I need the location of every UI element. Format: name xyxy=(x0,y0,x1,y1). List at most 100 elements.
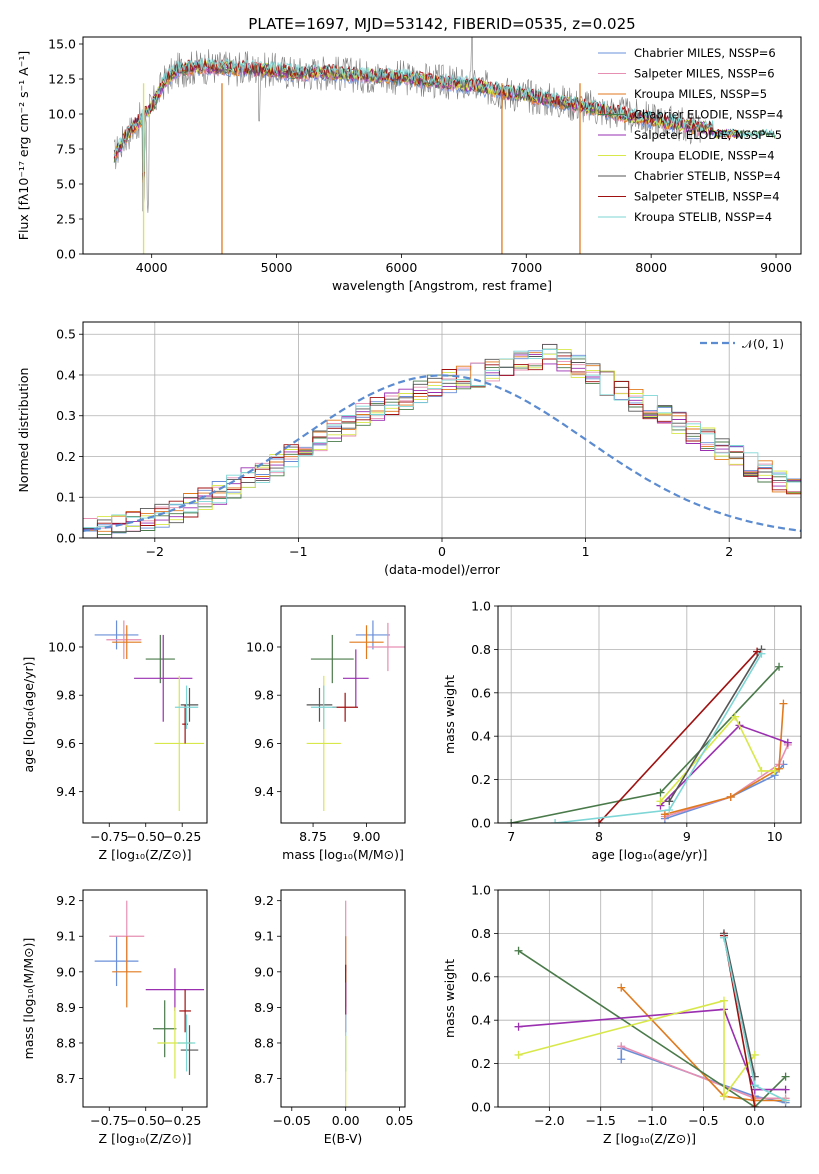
x-tick-label: 8000 xyxy=(635,260,667,275)
y-tick-label: 9.2 xyxy=(56,893,76,908)
y-tick-label: 9.0 xyxy=(254,964,274,979)
y-tick-label: 0.4 xyxy=(56,367,76,382)
plus-marker xyxy=(731,712,740,721)
y-tick-label: 9.8 xyxy=(56,688,76,703)
axes-frame xyxy=(280,889,406,1108)
plus-marker xyxy=(719,933,728,942)
legend: 𝒩(0, 1) xyxy=(700,337,784,351)
x-tick-label: −0.50 xyxy=(127,829,165,844)
plus-marker xyxy=(617,983,626,992)
y-tick-label: 9.1 xyxy=(56,929,76,944)
axes-frame xyxy=(82,605,208,824)
x-tick-label: 8.75 xyxy=(299,829,327,844)
age-vs-mass-plot-area xyxy=(306,620,405,811)
plus-marker xyxy=(757,649,766,658)
weight-line xyxy=(598,651,758,823)
y-tick-label: 7.5 xyxy=(56,142,76,157)
plus-marker xyxy=(753,647,762,656)
plus-marker xyxy=(507,819,516,823)
mass-vs-Z-axes: −0.75−0.50−0.25 8.7 8.8 8.9 9.0 9.1 9.2 Z [log₁… xyxy=(21,893,201,1146)
x-tick-label: −2.0 xyxy=(534,1113,564,1128)
y-tick-label: 0.4 xyxy=(471,729,491,744)
axes-frame xyxy=(82,36,802,255)
weight-line xyxy=(723,933,756,1077)
y-tick-label: 0.0 xyxy=(56,531,76,546)
weight-line xyxy=(620,987,786,1102)
plus-marker xyxy=(719,1092,728,1101)
mass-weight-vs-Z-axes: −2.0 −1.5 −1.0 −0.5 0.0 0.0 0.2 0.4 0.6 0.8 1.0 Z [… xyxy=(442,883,801,1146)
x-tick-label: −0.5 xyxy=(688,1113,718,1128)
x-tick-label: 1 xyxy=(582,544,590,559)
plus-marker xyxy=(617,1042,626,1051)
plus-marker xyxy=(719,996,728,1005)
legend-entry: Salpeter MILES, NSSP=6 xyxy=(634,67,775,81)
x-tick-label: −0.75 xyxy=(90,1113,128,1128)
y-tick-label: 0.4 xyxy=(471,1013,491,1028)
weight-line xyxy=(518,1008,786,1091)
axes-frame xyxy=(82,889,208,1108)
y-tick-label: 10.0 xyxy=(48,107,76,122)
x-axis-label: Z [log₁₀(Z/Z⊙)] xyxy=(603,1131,696,1146)
x-tick-label: −0.50 xyxy=(127,1113,165,1128)
x-axis-label: age [log₁₀(age/yr)] xyxy=(592,847,708,862)
residuals-plot-area xyxy=(83,343,801,538)
plus-marker xyxy=(775,764,784,773)
weight-line xyxy=(511,666,780,823)
y-tick-label: 8.9 xyxy=(56,1000,76,1015)
x-tick-label: 10 xyxy=(767,829,783,844)
x-tick-label: 9000 xyxy=(760,260,792,275)
mass-weight-vs-age-plot-area xyxy=(507,645,792,823)
plus-marker xyxy=(757,766,766,775)
x-tick-label: 6000 xyxy=(386,260,418,275)
y-tick-label: 5.0 xyxy=(56,177,76,192)
y-tick-label: 1.0 xyxy=(471,883,491,898)
weight-line xyxy=(664,703,785,816)
x-axis-label: E(B-V) xyxy=(324,1131,363,1146)
x-axis-label: wavelength [Angstrom, rest frame] xyxy=(332,278,552,293)
plus-marker xyxy=(770,766,779,775)
y-tick-label: 12.5 xyxy=(48,72,76,87)
spectrum-axes: 4000 5000 6000 7000 8000 9000 0.0 2.5 5.0 7.5 10.0… xyxy=(16,15,792,293)
weight-line xyxy=(659,715,775,802)
weight-line xyxy=(668,648,763,802)
legend-entry: Salpeter STELIB, NSSP=4 xyxy=(634,190,780,204)
x-tick-label: 7000 xyxy=(510,260,542,275)
y-tick-label: 8.9 xyxy=(254,1000,274,1015)
y-tick-label: 8.8 xyxy=(254,1035,274,1050)
x-axis-label: Z [log₁₀(Z/Z⊙)] xyxy=(99,847,192,862)
legend-entry: Kroupa STELIB, NSSP=4 xyxy=(634,210,772,224)
age-vs-Z-plot-area xyxy=(94,620,205,811)
spectrum-plot-area xyxy=(113,37,776,254)
weight-line xyxy=(518,999,756,1099)
x-tick-label: 7 xyxy=(507,829,515,844)
y-tick-label: 0.2 xyxy=(471,772,491,787)
axes-frame xyxy=(497,889,802,1108)
age-vs-mass-axes: 8.75 9.00 9.4 9.6 9.8 10.0 mass [log₁₀(M/M⊙)] xyxy=(246,639,404,862)
x-tick-label: 0 xyxy=(438,544,446,559)
plus-marker xyxy=(750,1081,759,1090)
y-axis-label: mass weight xyxy=(442,959,457,1038)
y-axis-label: mass weight xyxy=(442,675,457,754)
y-tick-label: 10.0 xyxy=(246,639,274,654)
x-tick-label: 2 xyxy=(725,544,733,559)
y-axis-label: Flux [fλ10⁻¹⁷ erg cm⁻² s⁻¹ A⁻¹] xyxy=(16,51,31,240)
y-tick-label: 9.2 xyxy=(254,893,274,908)
y-tick-label: 0.0 xyxy=(56,247,76,262)
x-tick-label: −0.25 xyxy=(163,1113,201,1128)
plus-marker xyxy=(750,1103,759,1107)
plus-marker xyxy=(656,797,665,806)
y-tick-label: 1.0 xyxy=(471,599,491,614)
y-tick-label: 8.7 xyxy=(254,1071,274,1086)
x-tick-label: 9 xyxy=(683,829,691,844)
normal-curve xyxy=(83,374,801,532)
y-tick-label: 9.1 xyxy=(254,929,274,944)
histogram-step xyxy=(83,348,801,529)
y-tick-label: 9.4 xyxy=(254,784,274,799)
x-axis-label: mass [log₁₀(M/M⊙)] xyxy=(282,847,404,862)
x-tick-label: −1 xyxy=(289,544,307,559)
x-axis-label: (data-model)/error xyxy=(384,562,501,577)
axes-frame xyxy=(280,605,406,824)
y-tick-label: 9.4 xyxy=(56,784,76,799)
y-tick-label: 9.6 xyxy=(56,736,76,751)
